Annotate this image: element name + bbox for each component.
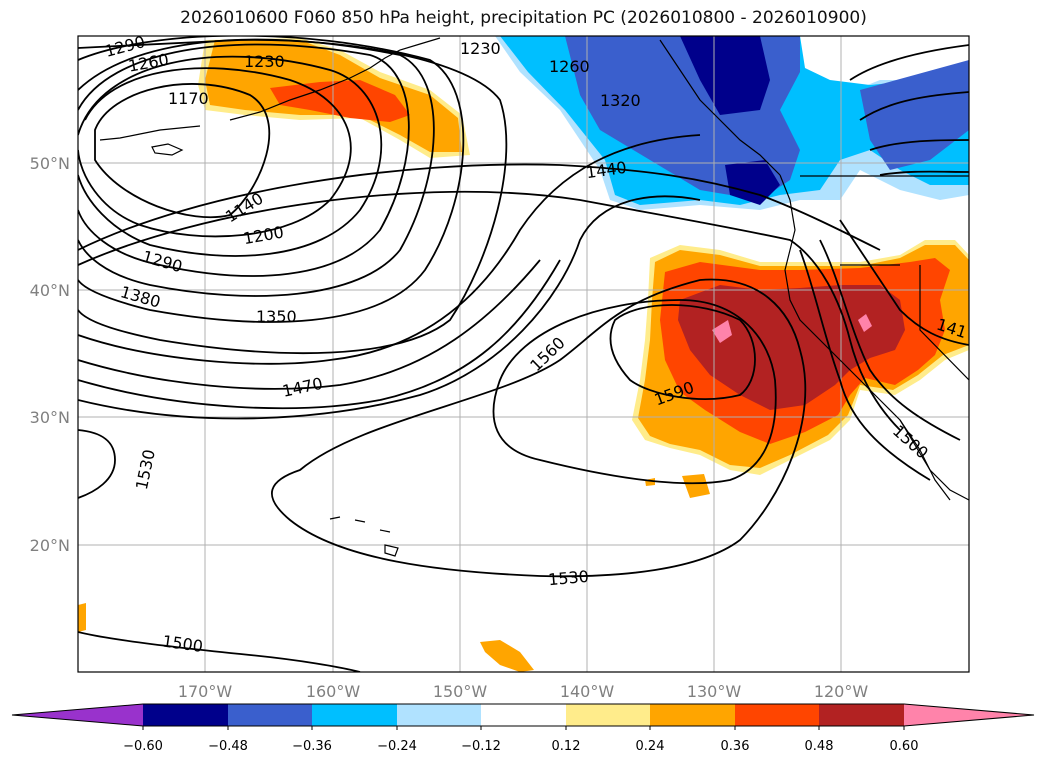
latitude-labels: 50°N 40°N 30°N 20°N <box>30 154 70 555</box>
colorbar-tick-label: 0.24 <box>636 739 665 754</box>
coastline-bc <box>659 39 781 176</box>
precip-navy-region-small <box>725 160 780 205</box>
lon-label: 140°W <box>560 682 615 701</box>
contour-1530 <box>271 278 807 578</box>
precip-orange-patch-sw <box>78 603 86 632</box>
contour-1560 <box>492 299 777 485</box>
island-nw <box>151 143 184 156</box>
contour-coast-2 <box>819 239 961 441</box>
colorbar-tick-label: 0.12 <box>552 739 581 754</box>
precip-royal-blue-region-ne <box>860 60 969 170</box>
colorbar-swatch <box>904 704 1034 726</box>
contour-ne-3 <box>869 139 969 151</box>
map-frame <box>77 35 970 673</box>
colorbar <box>11 703 1035 730</box>
precipitation-fill <box>78 36 969 672</box>
lat-label: 40°N <box>30 281 70 300</box>
colorbar-swatch <box>143 704 228 726</box>
contour-1140-closed <box>94 83 270 219</box>
colorbar-swatch <box>12 704 143 726</box>
contour-label: 1320 <box>600 91 641 110</box>
contour-coast-3 <box>799 249 931 481</box>
colorbar-tick-label: −0.24 <box>377 739 417 754</box>
colorbar-swatch <box>650 704 735 726</box>
contour-1380 <box>78 259 541 390</box>
contour-1440 <box>78 163 881 251</box>
colorbar-swatch <box>397 704 481 726</box>
lon-label: 160°W <box>306 682 361 701</box>
colorbar-tick-label: −0.60 <box>123 739 163 754</box>
colorbar-tick-label: 0.60 <box>890 739 919 754</box>
colorbar-tick-label: 0.36 <box>721 739 750 754</box>
colorbar-tick-labels: −0.60 −0.48 −0.36 −0.24 −0.12 0.12 0.24 … <box>123 739 918 754</box>
contour-label: 1170 <box>168 89 209 108</box>
contour-label: 1530 <box>547 567 589 589</box>
colorbar-swatch <box>819 704 904 726</box>
colorbar-swatch <box>566 704 650 726</box>
lat-label: 30°N <box>30 408 70 427</box>
lat-label: 20°N <box>30 536 70 555</box>
graticule <box>78 36 969 672</box>
baja-coast <box>899 419 951 501</box>
coastline-aleutians <box>99 125 201 141</box>
lat-label: 50°N <box>30 154 70 173</box>
colorbar-swatch <box>481 704 566 726</box>
contour-1410 <box>78 259 561 410</box>
contour-1530-west <box>78 429 116 499</box>
height-contours <box>78 36 969 672</box>
contour-label: 1350 <box>256 307 297 326</box>
colorbar-swatch <box>735 704 819 726</box>
precip-pink-spot-2 <box>858 314 872 332</box>
contour-ne-2 <box>859 91 969 121</box>
colorbar-tick-label: 0.48 <box>805 739 834 754</box>
colorbar-swatch <box>228 704 312 726</box>
precip-pink-spot-1 <box>712 320 732 343</box>
coastline-alaska-peninsula <box>229 37 441 121</box>
lon-label: 150°W <box>433 682 488 701</box>
contour-1170 <box>78 67 352 238</box>
colorbar-swatch <box>312 704 397 726</box>
lon-label: 130°W <box>687 682 742 701</box>
contour-1290 <box>78 36 465 323</box>
contour-label: 1260 <box>549 57 590 76</box>
contour-1590 <box>609 304 756 400</box>
lon-label: 120°W <box>814 682 869 701</box>
colorbar-tick-label: −0.36 <box>292 739 332 754</box>
contour-1320 <box>78 38 508 354</box>
contour-1500-south <box>78 631 361 672</box>
contour-ne-1 <box>849 44 969 81</box>
hawaii-islands <box>329 516 399 557</box>
contour-1500-north <box>78 190 901 431</box>
contour-coast-1 <box>839 219 969 346</box>
colorbar-tick-label: −0.12 <box>461 739 501 754</box>
longitude-labels: 170°W 160°W 150°W 140°W 130°W 120°W <box>178 682 869 701</box>
colorbar-tick-label: −0.48 <box>208 739 248 754</box>
contour-ne-4 <box>879 170 969 176</box>
precip-navy-region <box>680 36 770 115</box>
contour-1350 <box>78 134 701 365</box>
lon-label: 170°W <box>178 682 233 701</box>
contour-label: 1230 <box>460 39 501 58</box>
precip-orange-patch-small <box>682 474 710 498</box>
map-title: 2026010600 F060 850 hPa height, precipit… <box>180 8 867 28</box>
precip-orange-patch-south <box>480 640 534 672</box>
contour-label: 1230 <box>244 52 285 71</box>
